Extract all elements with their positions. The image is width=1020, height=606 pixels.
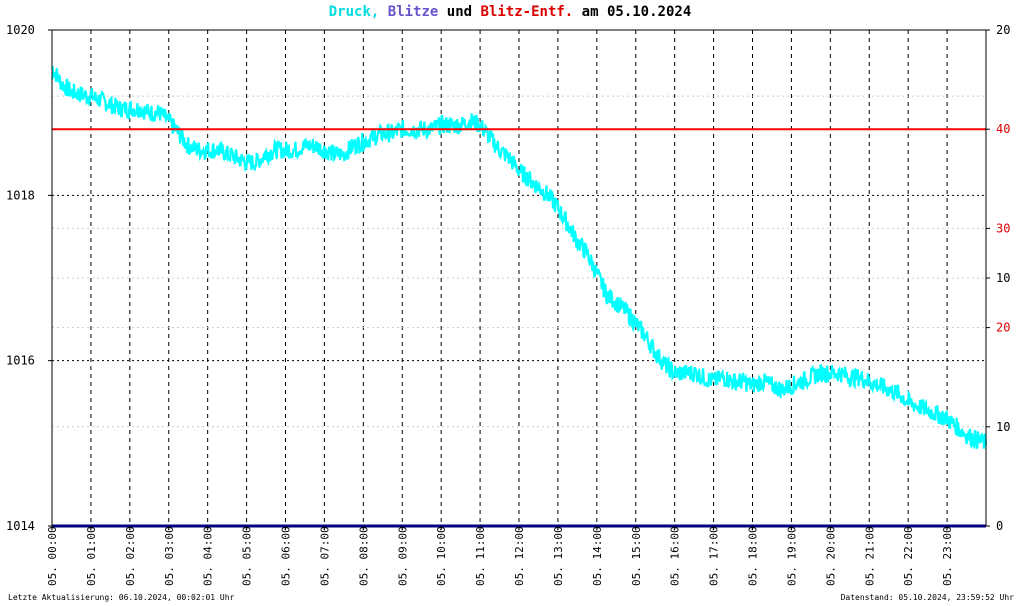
x-tick-label: 05. 21:00	[863, 526, 876, 586]
series-line-druck	[51, 65, 988, 450]
y-axis-right: 20 40 30 10 20 10 0	[986, 23, 1010, 533]
x-axis: 05. 00:00 05. 01:00 05. 02:00 05. 03:00 05. …	[46, 526, 954, 586]
y-tick-label: 1018	[6, 188, 35, 202]
title-und: und	[446, 4, 473, 20]
x-tick-label: 05. 14:00	[591, 526, 604, 586]
grid	[52, 30, 986, 526]
x-tick-label: 05. 12:00	[513, 526, 526, 586]
right-tick-label: 20	[996, 23, 1010, 37]
right-tick-label: 20	[996, 321, 1010, 335]
x-tick-label: 05. 18:00	[747, 526, 760, 586]
footer-last-update: Letzte Aktualisierung: 06.10.2024, 00:02…	[8, 593, 235, 602]
right-tick-label: 10	[996, 271, 1010, 285]
title-blitz-entf: Blitz-Entf.	[480, 4, 574, 20]
x-tick-label: 05. 19:00	[785, 526, 798, 586]
x-tick-label: 05. 11:00	[474, 526, 487, 586]
title-druck: Druck,	[328, 4, 380, 20]
x-tick-label: 05. 07:00	[318, 526, 331, 586]
x-tick-label: 05. 01:00	[85, 526, 98, 586]
chart-title: Druck, Blitze und Blitz-Entf. am 05.10.2…	[0, 4, 1020, 20]
y-axis-left: 1020 1018 1016 1014	[6, 23, 52, 533]
x-tick-label: 05. 04:00	[202, 526, 215, 586]
y-tick-label: 1014	[6, 519, 35, 533]
y-tick-label: 1016	[6, 354, 35, 368]
right-tick-label: 10	[996, 420, 1010, 434]
series-layer	[51, 65, 988, 450]
x-tick-label: 05. 03:00	[163, 526, 176, 586]
title-blitze: Blitze	[387, 4, 439, 20]
right-tick-label: 30	[996, 221, 1010, 235]
x-tick-label: 05. 16:00	[669, 526, 682, 586]
x-tick-label: 05. 10:00	[435, 526, 448, 586]
x-tick-label: 05. 00:00	[46, 526, 59, 586]
right-tick-label: 40	[996, 122, 1010, 136]
right-tick-label: 0	[996, 519, 1003, 533]
x-tick-label: 05. 22:00	[902, 526, 915, 586]
x-tick-label: 05. 02:00	[124, 526, 137, 586]
x-tick-label: 05. 09:00	[396, 526, 409, 586]
x-tick-label: 05. 05:00	[241, 526, 254, 586]
x-tick-label: 05. 08:00	[357, 526, 370, 586]
x-tick-label: 05. 13:00	[552, 526, 565, 586]
x-tick-label: 05. 06:00	[280, 526, 293, 586]
footer-data-status: Datenstand: 05.10.2024, 23:59:52 Uhr	[840, 593, 1014, 602]
y-tick-label: 1020	[6, 23, 35, 37]
title-date: am 05.10.2024	[581, 4, 692, 20]
x-tick-label: 05. 23:00	[941, 526, 954, 586]
x-tick-label: 05. 20:00	[824, 526, 837, 586]
x-tick-label: 05. 15:00	[630, 526, 643, 586]
x-tick-label: 05. 17:00	[708, 526, 721, 586]
